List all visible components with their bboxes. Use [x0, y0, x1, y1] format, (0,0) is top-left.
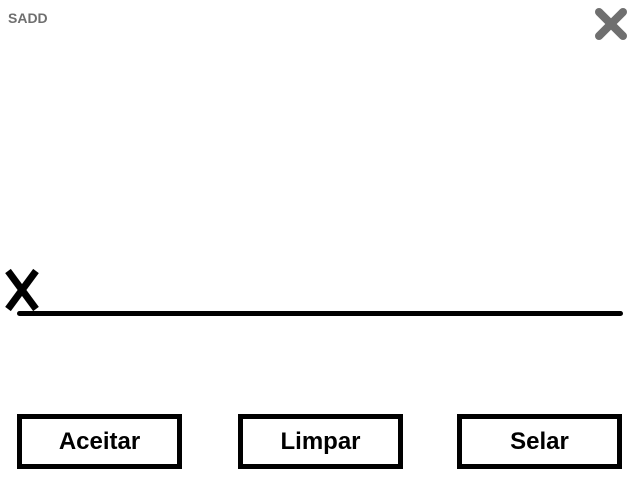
close-icon [595, 8, 627, 40]
app-title: SADD [8, 10, 48, 26]
seal-button[interactable]: Selar [457, 414, 622, 469]
signature-pad[interactable] [0, 48, 640, 348]
x-mark-icon [4, 268, 40, 312]
signature-line [17, 311, 623, 316]
close-button[interactable] [593, 6, 629, 42]
accept-button[interactable]: Aceitar [17, 414, 182, 469]
clear-button[interactable]: Limpar [238, 414, 403, 469]
